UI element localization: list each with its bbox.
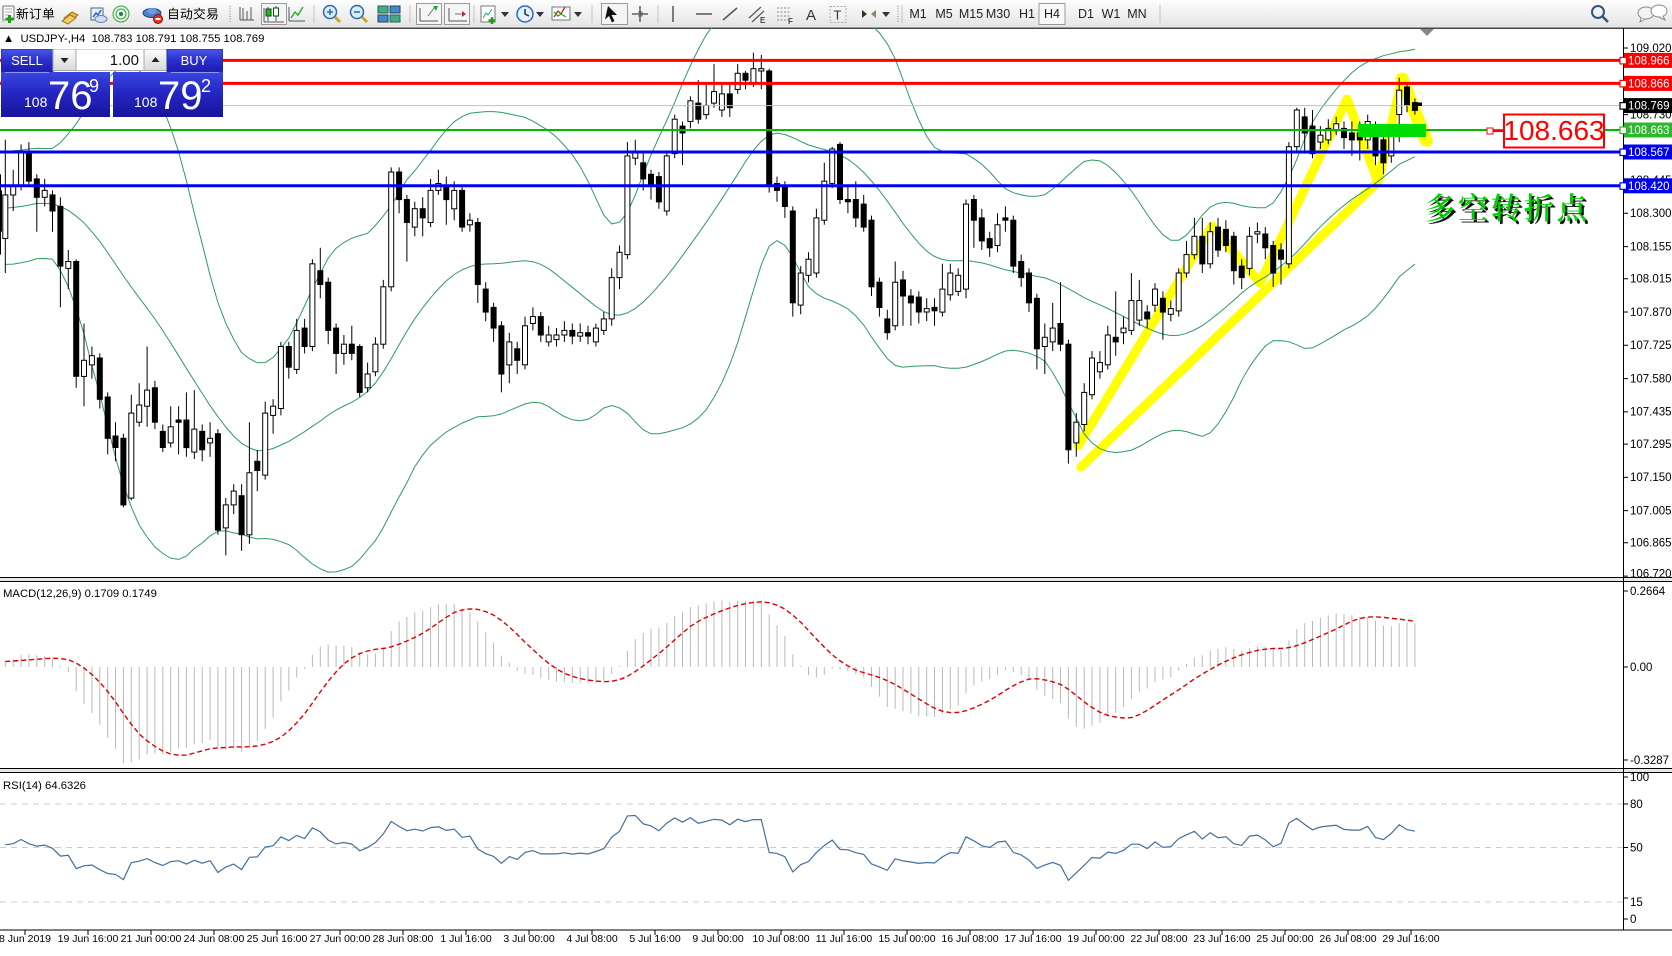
svg-text:23 Jul 16:00: 23 Jul 16:00	[1193, 933, 1250, 945]
svg-text:106.720: 106.720	[1630, 568, 1672, 580]
svg-text:1 Jul 16:00: 1 Jul 16:00	[440, 933, 492, 945]
svg-text:107.580: 107.580	[1630, 373, 1672, 385]
svg-text:19 Jul 00:00: 19 Jul 00:00	[1067, 933, 1124, 945]
svg-text:0: 0	[1630, 914, 1636, 926]
svg-text:9 Jul 00:00: 9 Jul 00:00	[692, 933, 744, 945]
svg-text:107.870: 107.870	[1630, 307, 1672, 319]
svg-text:11 Jul 16:00: 11 Jul 16:00	[816, 933, 873, 945]
svg-text:108.866: 108.866	[1628, 78, 1670, 90]
svg-text:17 Jul 16:00: 17 Jul 16:00	[1004, 933, 1061, 945]
svg-text:M1: M1	[909, 7, 926, 21]
svg-text:1.00: 1.00	[110, 52, 139, 69]
svg-text:26 Jul 08:00: 26 Jul 08:00	[1319, 933, 1376, 945]
svg-text:H1: H1	[1019, 7, 1035, 21]
svg-text:25 Jul 00:00: 25 Jul 00:00	[1256, 933, 1313, 945]
svg-text:106.865: 106.865	[1630, 538, 1672, 550]
svg-text:D1: D1	[1078, 7, 1094, 21]
svg-text:76: 76	[48, 74, 93, 118]
svg-text:16 Jul 08:00: 16 Jul 08:00	[941, 933, 998, 945]
svg-text:108.015: 108.015	[1630, 274, 1672, 286]
svg-text:BUY: BUY	[181, 53, 208, 68]
svg-text:108.155: 108.155	[1630, 241, 1672, 253]
svg-text:80: 80	[1630, 799, 1643, 811]
svg-text:T: T	[834, 8, 842, 23]
svg-text:107.005: 107.005	[1630, 505, 1672, 517]
svg-text:100: 100	[1630, 772, 1649, 784]
svg-text:27 Jun 00:00: 27 Jun 00:00	[310, 933, 371, 945]
svg-text:108.420: 108.420	[1628, 181, 1670, 193]
svg-text:15 Jul 00:00: 15 Jul 00:00	[878, 933, 935, 945]
svg-text:108.300: 108.300	[1630, 208, 1672, 220]
svg-text:A: A	[806, 7, 816, 24]
svg-text:108.663: 108.663	[1503, 115, 1604, 146]
svg-text:19 Jun 16:00: 19 Jun 16:00	[58, 933, 119, 945]
svg-text:M30: M30	[986, 7, 1010, 21]
svg-text:MN: MN	[1127, 7, 1146, 21]
svg-text:5 Jul 16:00: 5 Jul 16:00	[629, 933, 681, 945]
svg-text:107.725: 107.725	[1630, 340, 1672, 352]
svg-text:22 Jul 08:00: 22 Jul 08:00	[1130, 933, 1187, 945]
svg-text:-0.3287: -0.3287	[1630, 755, 1669, 767]
svg-text:3 Jul 00:00: 3 Jul 00:00	[503, 933, 555, 945]
svg-text:0.2664: 0.2664	[1630, 586, 1666, 598]
svg-text:4 Jul 08:00: 4 Jul 08:00	[566, 933, 618, 945]
svg-text:M15: M15	[959, 7, 983, 21]
svg-text:50: 50	[1630, 843, 1643, 855]
svg-text:108.567: 108.567	[1628, 147, 1670, 159]
svg-text:9: 9	[89, 76, 99, 96]
svg-text:▲ USDJPY-,H4 108.783 108.791: ▲ USDJPY-,H4 108.783 108.791 108.755 108…	[3, 33, 264, 45]
svg-text:79: 79	[158, 74, 203, 118]
svg-text:2: 2	[201, 76, 211, 96]
svg-text:107.435: 107.435	[1630, 407, 1672, 419]
svg-text:M5: M5	[935, 7, 952, 21]
svg-text:8 Jun 2019: 8 Jun 2019	[0, 933, 51, 945]
svg-text:108.663: 108.663	[1628, 125, 1670, 137]
svg-text:10 Jul 08:00: 10 Jul 08:00	[752, 933, 809, 945]
svg-text:W1: W1	[1102, 7, 1121, 21]
svg-text:SELL: SELL	[11, 53, 43, 68]
svg-text:MACD(12,26,9) 0.1709 0.1749: MACD(12,26,9) 0.1709 0.1749	[3, 588, 157, 600]
svg-text:H4: H4	[1044, 7, 1060, 21]
svg-text:E: E	[760, 16, 765, 25]
svg-text:107.150: 107.150	[1630, 472, 1672, 484]
svg-text:RSI(14) 64.6326: RSI(14) 64.6326	[3, 780, 86, 792]
svg-text:21 Jun 00:00: 21 Jun 00:00	[121, 933, 182, 945]
svg-text:108: 108	[134, 94, 158, 110]
svg-text:25 Jun 16:00: 25 Jun 16:00	[247, 933, 308, 945]
svg-text:F: F	[788, 17, 793, 26]
svg-text:15: 15	[1630, 897, 1643, 909]
svg-text:0.00: 0.00	[1630, 662, 1652, 674]
svg-text:109.020: 109.020	[1630, 43, 1672, 55]
svg-text:107.295: 107.295	[1630, 439, 1672, 451]
svg-text:108: 108	[24, 94, 48, 110]
svg-text:108.769: 108.769	[1628, 101, 1670, 113]
svg-text:24 Jun 08:00: 24 Jun 08:00	[184, 933, 245, 945]
svg-text:108.966: 108.966	[1628, 55, 1670, 67]
svg-text:29 Jul 16:00: 29 Jul 16:00	[1382, 933, 1439, 945]
svg-text:28 Jun 08:00: 28 Jun 08:00	[373, 933, 434, 945]
